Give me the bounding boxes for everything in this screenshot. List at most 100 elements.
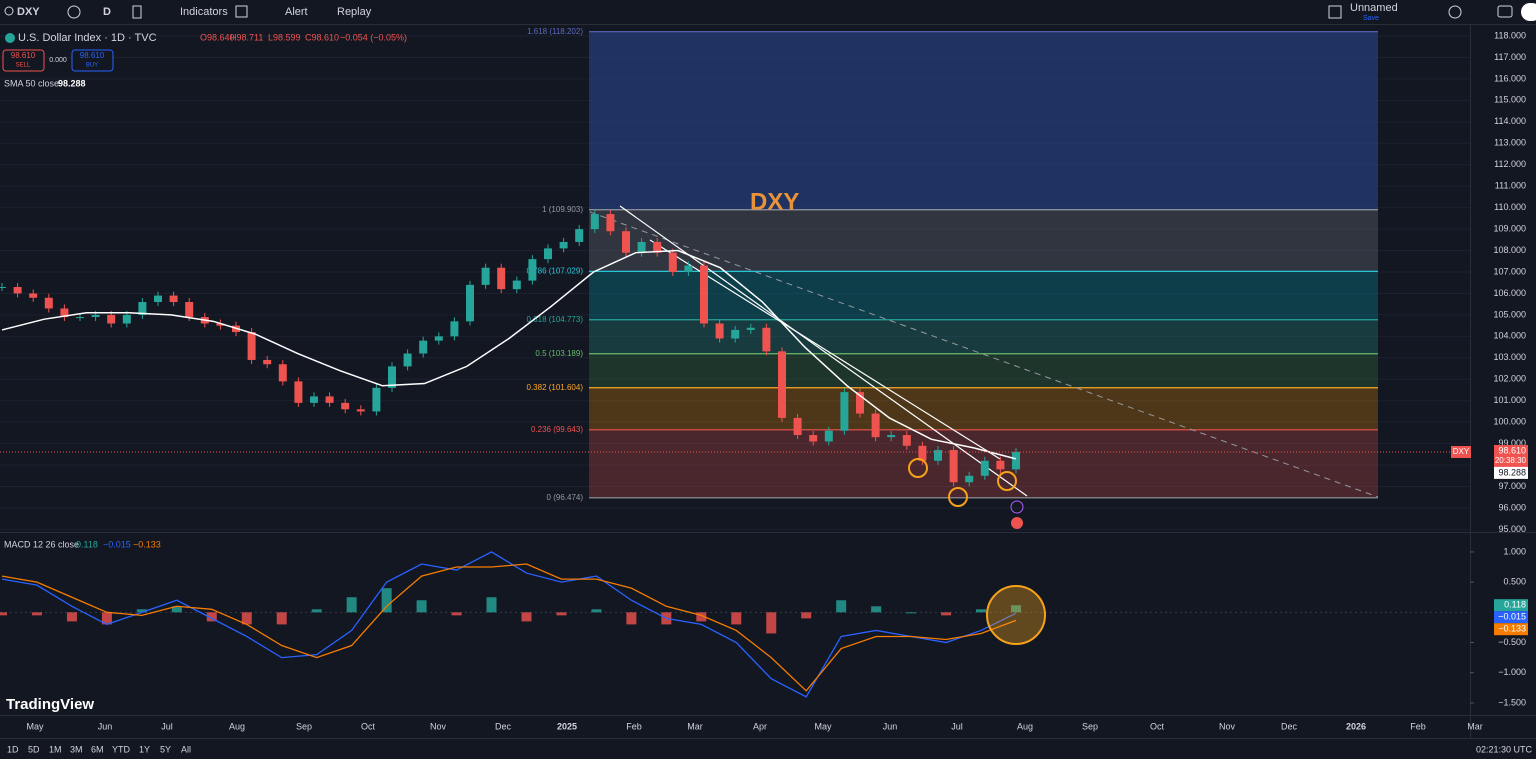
macd-badge-text: 0.118 [1504,600,1526,610]
add-symbol[interactable] [67,5,81,19]
x-tick-label: Dec [1281,721,1298,731]
range-button[interactable]: 5D [28,744,40,754]
y-tick-label: 108.000 [1493,245,1526,255]
macd-histogram-bar [66,612,77,622]
macd-histogram-bar [451,612,462,616]
range-button[interactable]: YTD [112,744,131,754]
indicators-button[interactable]: Indicators [180,6,228,18]
x-tick-label: Nov [430,721,447,731]
buy-button[interactable] [71,49,114,72]
x-tick-label: Jun [98,721,113,731]
range-button[interactable]: 6M [91,744,104,754]
search-icon[interactable] [4,6,14,16]
x-tick-label: Aug [1017,721,1033,731]
y-tick-label: −1.000 [1498,667,1526,677]
candle-body [403,353,412,367]
sma-line [1,249,1017,460]
candle-body [1012,451,1020,470]
y-tick-label: 95.000 [1498,524,1526,534]
clock: 02:21:30 UTC [1476,744,1533,754]
sell-button[interactable] [2,49,45,72]
price-badge [1494,444,1528,467]
sell-price[interactable]: 98.610 [11,51,36,60]
y-tick-label: 112.000 [1494,159,1526,169]
y-tick-label: 97.000 [1498,481,1526,491]
macd-legend: MACD 12 26 close [4,539,79,549]
candle-body [606,214,615,232]
y-tick-label: 104.000 [1493,331,1526,341]
macd-badge-text: −0.133 [1498,624,1526,634]
layout-name[interactable]: Unnamed [1350,2,1398,14]
brand-logo: TradingView [6,696,94,713]
range-button[interactable]: 1Y [139,744,150,754]
fib-label: 0.786 (107.029) [527,266,584,275]
macd-histogram-bar [1011,605,1021,613]
candle-body [107,314,116,324]
candle-body [809,435,818,442]
candle-body [918,445,927,461]
range-button[interactable]: 1D [7,744,19,754]
replay-button[interactable]: Replay [337,6,372,18]
templates-icon[interactable] [235,5,248,18]
candle-body [356,409,365,412]
highlight-circle [997,471,1017,491]
buy-label[interactable]: BUY [86,63,98,69]
range-button[interactable]: All [181,744,191,754]
x-tick-label: Jul [951,721,963,731]
legend-change: −0.054 (−0.05%) [340,32,407,42]
sell-label[interactable]: SELL [16,63,31,69]
y-tick-label: 99.000 [1498,438,1526,448]
range-button[interactable]: 3M [70,744,83,754]
fib-zone [589,353,1378,388]
fib-label: 1 (109.903) [542,205,583,214]
fib-zone [589,271,1378,320]
fib-zone [589,319,1378,354]
candle-body [138,302,147,315]
range-button[interactable]: 5Y [160,744,171,754]
macd-histogram-bar [976,609,987,613]
macd-histogram-bar [766,612,777,634]
symbol[interactable]: DXY [17,6,40,18]
candle-body [980,460,989,476]
candle-body [0,287,6,289]
macd-badge [1494,599,1528,612]
macd-histogram-bar [416,600,427,613]
x-tick-label: Jun [883,721,898,731]
candle-body [559,241,568,249]
macd-histogram-bar [241,612,252,625]
macd-hist-value: 0.118 [76,539,98,549]
publish-button[interactable] [1521,3,1536,21]
legend-low: L98.599 [268,32,301,42]
range-button[interactable]: 1M [49,744,62,754]
candle-body [590,214,599,230]
buy-price[interactable]: 98.610 [80,51,105,60]
macd-histogram-bar [101,612,112,625]
macd-badge [1494,611,1528,624]
candle-body [715,323,724,339]
candle-body [60,308,69,318]
interval[interactable]: D [103,6,111,18]
candle-body [871,413,880,438]
candle-body [13,287,22,294]
snapshot-icon[interactable] [1497,5,1513,18]
spread: 0.000 [49,57,67,64]
legend-close: C98.610 [305,32,339,42]
candle-body [263,359,272,365]
y-tick-label: 1.000 [1503,546,1526,556]
fib-label: 0.382 (101.604) [527,383,584,392]
macd-histogram-bar [346,597,357,613]
candle-body [965,475,974,483]
settings-icon[interactable] [1448,5,1462,19]
candle-body [887,435,896,438]
save-link[interactable]: Save [1363,15,1379,22]
candle-body [154,295,162,303]
candle-body [388,366,396,388]
fib-label: 1.618 (118.202) [527,27,583,36]
layout-checkbox[interactable] [1328,5,1342,19]
candle-body [122,314,131,324]
candle-body [778,351,786,418]
chart-type-icon[interactable] [132,5,142,19]
alert-button[interactable]: Alert [285,6,308,18]
macd-histogram-bar [801,612,812,619]
y-tick-label: 101.000 [1493,395,1526,405]
